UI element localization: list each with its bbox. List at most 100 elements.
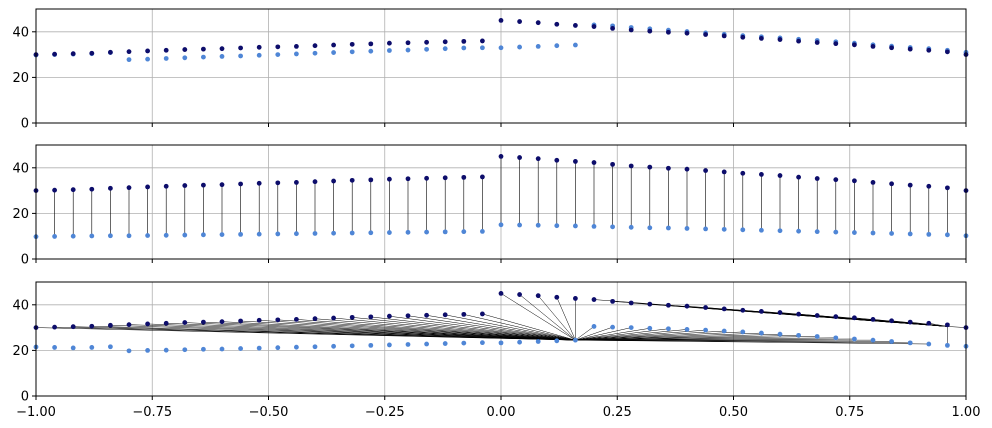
data-point: [889, 231, 894, 236]
data-point: [219, 46, 225, 52]
connector-line: [166, 323, 576, 341]
data-point: [442, 312, 448, 318]
data-point: [275, 52, 281, 57]
connector-line: [519, 294, 576, 341]
data-point: [759, 330, 764, 336]
data-point: [312, 43, 318, 49]
connector-line: [575, 329, 706, 341]
data-point: [163, 56, 169, 61]
data-point: [814, 40, 820, 45]
data-point: [182, 320, 188, 325]
data-point: [70, 324, 76, 330]
connector-line: [296, 319, 576, 341]
y-tick-label: 40: [12, 25, 29, 40]
connector-line: [407, 315, 576, 341]
data-point: [610, 224, 615, 230]
data-point: [796, 311, 801, 317]
data-point: [684, 303, 690, 309]
data-point: [331, 230, 336, 236]
data-point: [814, 176, 820, 181]
data-point: [628, 300, 634, 306]
data-point: [387, 342, 392, 348]
data-point: [684, 327, 690, 332]
data-point: [275, 345, 281, 351]
data-point: [256, 180, 262, 186]
connector-line: [500, 293, 576, 341]
data-point: [777, 331, 783, 337]
connector-line: [333, 317, 576, 341]
data-point: [554, 157, 560, 163]
data-point: [721, 328, 727, 334]
data-point: [349, 343, 355, 349]
data-point: [163, 320, 169, 326]
connector-line: [352, 317, 576, 341]
data-point: [368, 230, 374, 236]
data-point: [498, 45, 504, 51]
data-point: [796, 174, 801, 180]
data-point: [907, 46, 913, 52]
data-point: [703, 305, 708, 310]
data-point: [256, 345, 262, 351]
data-point: [461, 340, 467, 346]
data-point: [89, 345, 95, 350]
data-point: [498, 340, 504, 346]
data-point: [480, 311, 485, 317]
data-point: [889, 181, 894, 187]
data-point: [870, 230, 876, 236]
y-tick-label: 0: [21, 390, 29, 405]
data-point: [535, 20, 541, 26]
data-point: [331, 315, 336, 321]
data-point: [70, 51, 76, 57]
data-point: [275, 44, 281, 50]
data-point: [52, 187, 57, 193]
data-point: [182, 183, 188, 188]
data-point: [52, 234, 57, 239]
data-point: [554, 43, 560, 49]
data-point: [907, 340, 913, 346]
data-point: [535, 156, 541, 162]
data-point: [517, 222, 522, 228]
data-point: [238, 346, 244, 351]
connector-line: [575, 329, 688, 341]
data-point: [256, 317, 262, 323]
data-point: [703, 226, 708, 232]
data-point: [461, 229, 467, 235]
connector-line: [575, 333, 781, 341]
data-point: [275, 231, 281, 237]
data-point: [721, 169, 727, 175]
data-point: [721, 226, 727, 232]
data-point: [70, 345, 76, 351]
panel-top: 0 20 40: [12, 8, 969, 132]
data-point: [535, 43, 541, 49]
data-point: [294, 344, 299, 350]
y-tick-label: 20: [12, 344, 29, 359]
data-point: [703, 32, 708, 37]
data-point: [349, 49, 355, 55]
data-point: [517, 155, 522, 160]
data-point: [666, 29, 671, 35]
connector-line: [575, 336, 818, 341]
data-point: [796, 38, 801, 44]
data-point: [889, 318, 894, 324]
data-point: [294, 316, 299, 322]
data-point: [740, 170, 746, 176]
data-point: [163, 347, 169, 353]
data-point: [424, 175, 429, 181]
data-point: [368, 48, 374, 54]
data-point: [926, 341, 932, 347]
data-point: [628, 27, 634, 33]
data-point: [814, 334, 820, 339]
data-point: [759, 36, 764, 41]
data-point: [833, 314, 839, 320]
data-point: [163, 47, 169, 53]
x-tick-label: −1.00: [16, 405, 56, 420]
data-point: [331, 178, 336, 184]
data-point: [554, 338, 560, 344]
data-point: [759, 227, 764, 233]
data-point: [238, 231, 244, 237]
data-point: [554, 223, 560, 229]
data-point: [219, 54, 225, 59]
connector-line: [575, 330, 725, 341]
data-point: [201, 46, 206, 52]
data-point: [573, 337, 578, 343]
